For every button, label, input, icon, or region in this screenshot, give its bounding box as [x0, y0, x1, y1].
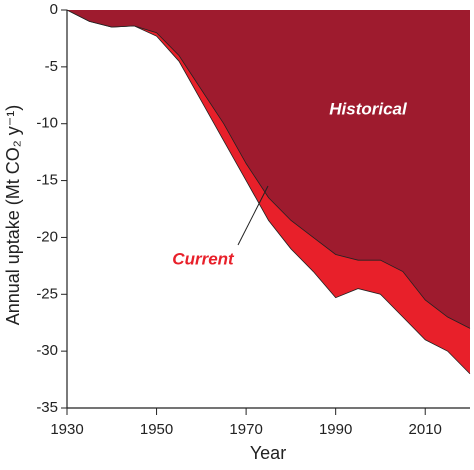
- y-tick-label: -10: [36, 115, 58, 132]
- y-tick-label: 0: [50, 1, 58, 18]
- area-line: [66, 9, 471, 329]
- series-label: Historical: [329, 99, 408, 118]
- y-tick-label: -25: [36, 285, 58, 302]
- area: [67, 10, 470, 329]
- series-label: Current: [172, 249, 235, 268]
- x-axis-label: Year: [250, 443, 286, 463]
- x-tick-label: 2010: [409, 421, 442, 438]
- y-tick-label: -35: [36, 399, 58, 416]
- y-tick-label: -20: [36, 228, 58, 245]
- x-tick-label: 1990: [319, 421, 352, 438]
- y-tick-label: -15: [36, 172, 58, 189]
- x-tick-label: 1930: [50, 421, 83, 438]
- y-tick-label: -5: [45, 58, 58, 75]
- x-tick-label: 1970: [229, 421, 262, 438]
- annotation-pointer: [237, 185, 269, 246]
- y-tick-label: -30: [36, 342, 58, 359]
- y-axis-label: Annual uptake (Mt CO₂ y⁻¹): [3, 105, 23, 326]
- x-tick-label: 1950: [140, 421, 173, 438]
